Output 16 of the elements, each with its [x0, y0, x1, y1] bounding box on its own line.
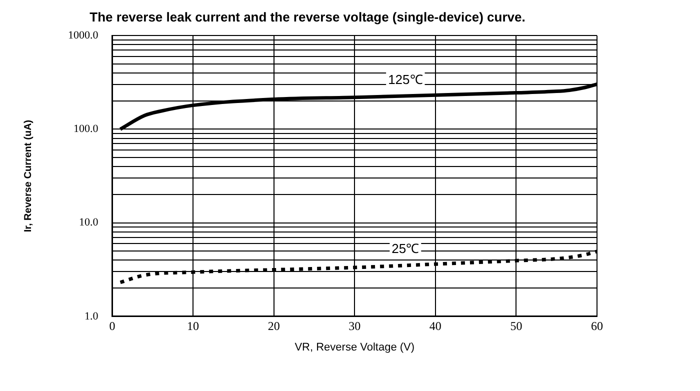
x-tick-label: 40: [429, 318, 442, 333]
x-tick-label: 0: [109, 318, 116, 333]
series-label: 125℃: [388, 72, 423, 88]
y-axis-title: Ir, Reverse Current (uA): [22, 120, 34, 232]
x-axis-title: VR, Reverse Voltage (V): [294, 341, 415, 354]
x-tick-label: 10: [187, 318, 200, 333]
y-tick-label: 1000.0: [68, 29, 99, 42]
y-tick-label: 10.0: [79, 216, 99, 229]
series-label: 25℃: [392, 241, 420, 256]
y-tick-label: 1.0: [84, 310, 99, 322]
x-tick-label: 20: [268, 318, 280, 333]
x-tick-label: 50: [510, 318, 522, 333]
x-tick-label: 30: [348, 318, 361, 333]
y-tick-label: 100.0: [74, 123, 99, 136]
x-tick-label: 60: [591, 318, 603, 333]
chart-title: The reverse leak current and the reverse voltage (single-device) curve.: [90, 9, 526, 24]
